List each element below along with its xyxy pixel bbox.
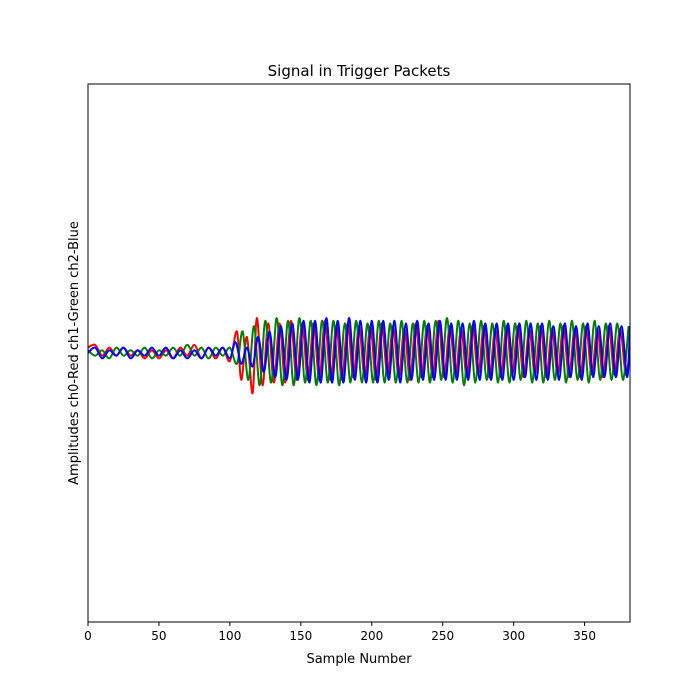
x-axis-ticks: 0 50 100 150 200 250 300 350 — [84, 622, 596, 643]
x-tick-label: 300 — [502, 629, 525, 643]
x-tick-label: 150 — [289, 629, 312, 643]
x-tick-label: 0 — [84, 629, 92, 643]
x-tick-label: 50 — [151, 629, 166, 643]
axes-frame — [87, 83, 631, 623]
x-axis-label: Sample Number — [306, 652, 412, 667]
series-layer — [88, 317, 630, 395]
x-tick-label: 350 — [573, 629, 596, 643]
series-line-ch1 — [88, 317, 630, 387]
x-tick-label: 100 — [218, 629, 241, 643]
x-tick-label: 200 — [360, 629, 383, 643]
chart-title: Signal in Trigger Packets — [268, 62, 451, 80]
y-axis-label: Amplitudes ch0-Red ch1-Green ch2-Blue — [67, 221, 82, 485]
x-tick-label: 250 — [431, 629, 454, 643]
plot-area — [87, 83, 631, 623]
series-line-ch2 — [88, 317, 630, 384]
